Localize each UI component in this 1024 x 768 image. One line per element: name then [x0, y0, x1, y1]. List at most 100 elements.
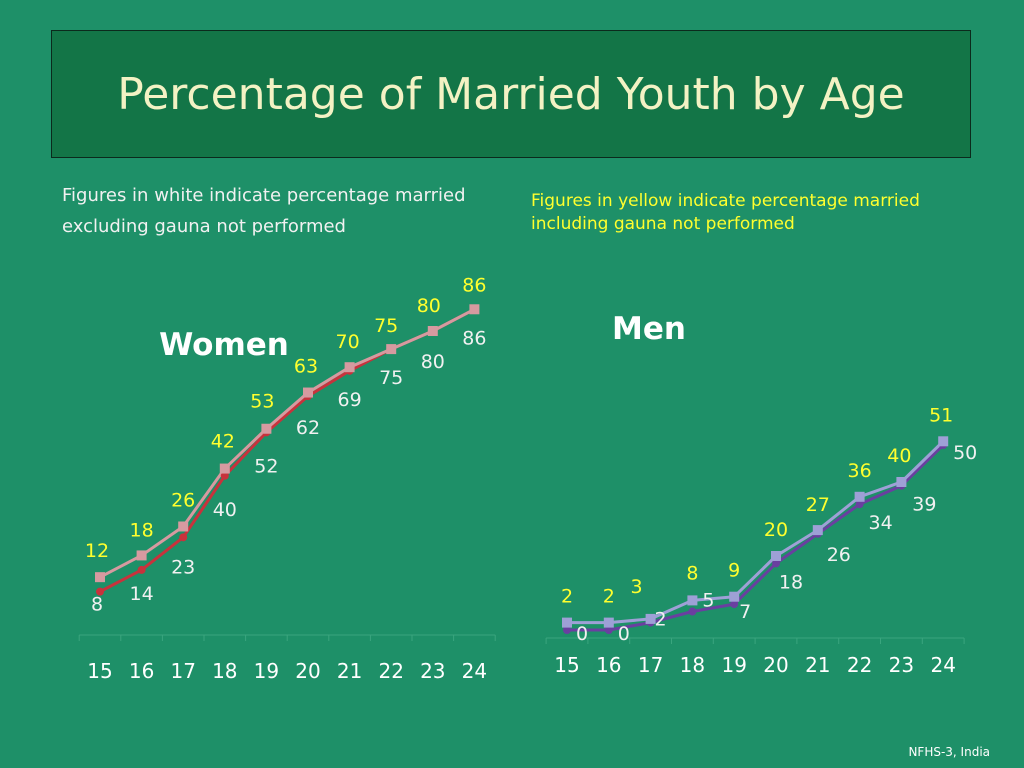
women-x-tick-label: 18	[212, 659, 237, 683]
men-including-point	[812, 525, 823, 536]
women-including-data-label: 75	[374, 315, 398, 337]
women-series-including-line	[99, 307, 476, 579]
source-footer: NFHS-3, India	[908, 745, 990, 759]
women-including-data-label: 53	[250, 391, 274, 413]
women-including-data-label: 70	[336, 331, 360, 353]
men-x-tick-label: 15	[554, 653, 579, 677]
women-including-point	[469, 304, 480, 315]
page-title: Percentage of Married Youth by Age	[117, 68, 905, 120]
men-including-data-label: 20	[764, 519, 788, 541]
men-excluding-point	[730, 600, 739, 609]
men-x-tick-label: 24	[930, 653, 955, 677]
women-excluding-point	[137, 565, 146, 574]
men-excluding-point	[563, 626, 571, 634]
women-excluding-data-label: 14	[130, 583, 154, 605]
men-excluding-point	[855, 500, 864, 509]
note-yellow: Figures in yellow indicate percentage ma…	[531, 191, 920, 234]
men-excluding-point	[604, 626, 613, 634]
men-series-excluding-line	[567, 443, 945, 632]
note-white: Figures in white indicate percentage mar…	[62, 185, 466, 237]
men-excluding-data-label: 39	[912, 494, 936, 516]
women-excluding-data-label: 69	[338, 389, 362, 411]
women-x-tick-label: 15	[87, 659, 112, 683]
women-including-point	[427, 326, 438, 336]
men-excluding-data-label: 5	[702, 590, 714, 612]
women-excluding-point	[179, 533, 188, 542]
men-including-data-label: 2	[561, 586, 573, 608]
women-including-point	[261, 423, 272, 434]
women-excluding-data-label: 40	[213, 499, 237, 521]
women-excluding-data-label: 80	[421, 351, 445, 373]
men-including-point	[854, 491, 865, 502]
men-x-tick-label: 20	[763, 653, 788, 677]
women-including-data-label: 42	[211, 431, 235, 453]
women-including-data-label: 26	[171, 489, 195, 511]
men-including-point	[562, 617, 572, 628]
women-including-point	[95, 572, 105, 583]
men-including-data-label: 3	[631, 576, 643, 598]
men-chart-title: Men	[612, 311, 686, 347]
women-including-data-label: 12	[85, 540, 109, 562]
women-excluding-point	[96, 587, 104, 596]
men-including-data-label: 2	[603, 586, 615, 608]
women-including-point	[219, 463, 230, 474]
men-including-point	[896, 477, 907, 487]
women-x-tick-label: 19	[254, 659, 279, 683]
women-x-tick-label: 24	[462, 659, 487, 683]
women-excluding-data-label: 8	[91, 594, 103, 616]
women-excluding-data-label: 62	[296, 417, 320, 439]
men-including-point	[771, 551, 781, 561]
men-x-tick-label: 19	[721, 653, 746, 677]
men-excluding-point	[772, 559, 780, 568]
men-including-point	[687, 595, 698, 606]
men-including-point	[603, 617, 614, 628]
men-series-including-line	[567, 440, 945, 625]
women-x-tick-label: 17	[170, 659, 195, 683]
men-including-data-label: 40	[887, 445, 911, 467]
men-excluding-data-label: 2	[655, 609, 667, 631]
men-x-tick-label: 16	[596, 653, 621, 677]
women-including-point	[344, 362, 355, 373]
women-x-tick-label: 21	[337, 659, 362, 683]
women-chart-title: Women	[159, 327, 289, 363]
title-box: Percentage of Married Youth by Age	[51, 30, 971, 158]
women-excluding-point	[220, 471, 229, 480]
men-excluding-data-label: 34	[869, 512, 893, 534]
women-excluding-data-label: 75	[379, 367, 403, 389]
women-including-point	[136, 550, 147, 561]
women-including-point	[178, 521, 189, 532]
men-including-data-label: 9	[728, 560, 740, 582]
men-including-data-label: 8	[686, 562, 698, 584]
men-excluding-data-label: 26	[827, 544, 851, 566]
men-excluding-data-label: 0	[618, 623, 630, 645]
men-excluding-data-label: 7	[739, 601, 751, 623]
women-including-data-label: 63	[294, 356, 318, 378]
women-including-data-label: 86	[462, 274, 486, 296]
men-excluding-data-label: 50	[953, 442, 977, 464]
women-including-data-label: 80	[417, 295, 441, 317]
men-including-data-label: 36	[848, 460, 872, 482]
women-excluding-data-label: 52	[254, 455, 278, 477]
men-x-tick-label: 22	[847, 653, 872, 677]
men-excluding-point	[688, 607, 697, 616]
women-including-data-label: 18	[130, 519, 154, 541]
men-including-data-label: 51	[929, 404, 953, 426]
men-including-data-label: 27	[806, 494, 830, 516]
men-excluding-data-label: 0	[576, 623, 588, 645]
women-excluding-data-label: 23	[171, 556, 195, 578]
men-x-tick-label: 18	[680, 653, 705, 677]
men-x-tick-label: 21	[805, 653, 830, 677]
women-excluding-data-label: 86	[462, 327, 486, 349]
men-including-point	[645, 613, 656, 624]
women-x-tick-label: 23	[420, 659, 445, 683]
men-x-tick-label: 17	[638, 653, 663, 677]
women-including-point	[386, 344, 397, 355]
men-including-point	[938, 436, 949, 447]
men-including-point	[729, 591, 740, 602]
women-x-tick-label: 22	[378, 659, 403, 683]
women-x-tick-label: 16	[129, 659, 154, 683]
women-including-point	[303, 387, 313, 398]
women-x-tick-label: 20	[295, 659, 320, 683]
men-x-tick-label: 23	[889, 653, 914, 677]
